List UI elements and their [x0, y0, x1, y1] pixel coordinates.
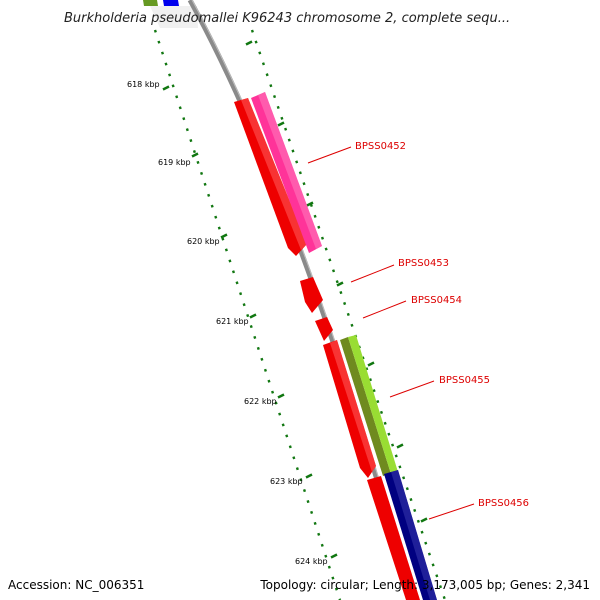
tick-mark — [420, 517, 428, 523]
ruler-dots-outer — [250, 29, 447, 600]
topology-summary: Topology: circular; Length: 3,173,005 bp… — [260, 578, 590, 592]
gene-bpss0455-olive — [340, 337, 391, 476]
tick-label: 623 kbp — [270, 477, 303, 486]
tick-marks — [162, 40, 428, 559]
leader-bpss0454 — [362, 300, 407, 319]
gene-bpss0453 — [300, 277, 323, 313]
leader-bpss0453 — [350, 264, 395, 283]
leader-bpss0456 — [428, 503, 475, 520]
gene-label[interactable]: BPSS0454 — [411, 295, 462, 306]
top-blue-feature — [163, 0, 179, 6]
label-leaders — [307, 146, 475, 520]
tick-label: 619 kbp — [158, 158, 191, 167]
tick-label: 622 kbp — [244, 397, 277, 406]
tick-labels: 618 kbp 619 kbp 620 kbp 621 kbp 622 kbp … — [127, 80, 328, 566]
gene-label[interactable]: BPSS0453 — [398, 258, 449, 269]
leader-bpss0452 — [307, 146, 352, 164]
tick-mark — [277, 121, 285, 127]
tick-label: 620 kbp — [187, 237, 220, 246]
tick-mark — [249, 313, 257, 319]
tick-label: 624 kbp — [295, 557, 328, 566]
tick-mark — [305, 473, 313, 479]
gene-labels: BPSS0452 BPSS0453 BPSS0454 BPSS0455 BPSS… — [355, 141, 529, 509]
leader-bpss0455 — [389, 380, 435, 398]
gene-label[interactable]: BPSS0455 — [439, 375, 490, 386]
tick-mark — [396, 443, 404, 449]
tick-mark — [367, 361, 375, 367]
gene-label[interactable]: BPSS0456 — [478, 498, 529, 509]
map-title: Burkholderia pseudomallei K96243 chromos… — [64, 11, 510, 26]
gene-long-red-shade — [330, 340, 376, 472]
tick-mark — [191, 152, 199, 158]
tick-mark — [306, 201, 314, 207]
top-green-feature — [143, 0, 158, 6]
tick-mark — [162, 85, 170, 91]
tick-mark — [277, 393, 285, 399]
pink-feature-shade — [258, 92, 322, 249]
gene-bpss0456-shade — [391, 470, 437, 600]
gene-label[interactable]: BPSS0452 — [355, 141, 406, 152]
tick-label: 618 kbp — [127, 80, 160, 89]
top-shadow — [150, 6, 198, 28]
ruler-dots-inner — [153, 29, 342, 600]
tick-mark — [220, 233, 228, 239]
gene-bpss0452-shade — [241, 98, 307, 250]
gene-bpss0454 — [315, 317, 333, 341]
features — [234, 92, 437, 600]
top-features — [143, 0, 198, 28]
tick-mark — [336, 281, 344, 287]
tick-mark — [245, 40, 253, 46]
gene-bpss0455 — [348, 335, 398, 474]
tick-mark — [330, 553, 338, 559]
accession-text: Accession: NC_006351 — [8, 578, 145, 592]
tick-label: 621 kbp — [216, 317, 249, 326]
gene-lower-red — [367, 476, 420, 600]
